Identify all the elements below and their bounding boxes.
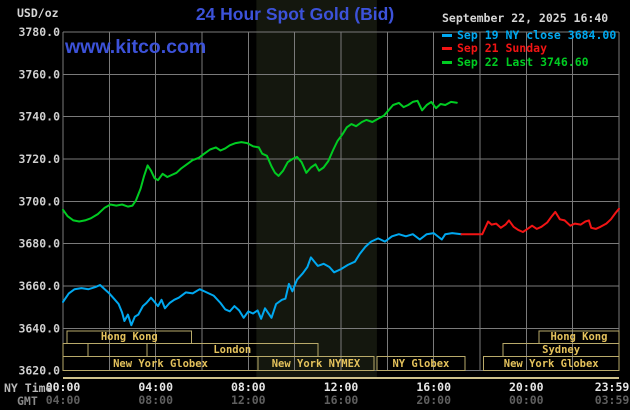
kitco-watermark: www.kitco.com (65, 36, 207, 58)
gmt-axis-label: GMT (17, 394, 38, 408)
legend-item: Sep 21 Sunday (442, 41, 616, 56)
x-tick-gmt: 16:00 (324, 393, 359, 407)
session-label: New York Globex (113, 358, 209, 370)
chart-title: 24 Hour Spot Gold (Bid) (195, 4, 395, 24)
x-tick-ny: 00:00 (46, 380, 81, 394)
x-tick-gmt: 03:59 (595, 393, 630, 407)
legend-dash-icon (442, 47, 452, 51)
x-tick-ny: 20:00 (509, 380, 544, 394)
session-label: Hong Kong (101, 331, 158, 343)
series-sep-22-last (62, 99, 458, 223)
x-tick-ny: 16:00 (416, 380, 451, 394)
legend-item: Sep 22 Last 3746.60 (442, 54, 616, 70)
x-tick-gmt: 04:00 (46, 393, 81, 407)
series-sep-19-ny-close (62, 232, 463, 327)
x-tick-gmt: 12:00 (231, 393, 266, 407)
ny-time-axis-label: NY Time (4, 381, 53, 395)
legend-dash-icon (442, 60, 452, 64)
series-sep-21-sunday (460, 207, 620, 236)
y-tick-label: 3620.0 (18, 364, 60, 378)
info-block: September 22, 2025 16:40 Sep 19 NY close… (442, 11, 617, 70)
session-box (62, 343, 89, 357)
x-tick-gmt: 08:00 (138, 393, 173, 407)
y-tick-label: 3660.0 (18, 279, 60, 293)
session-label: New York NYMEX (272, 358, 361, 370)
y-tick-label: 3700.0 (18, 194, 60, 208)
session-label: New York Globex (504, 358, 600, 370)
session-box (87, 343, 148, 357)
x-tick-gmt: 20:00 (416, 393, 451, 407)
legend-label: Sep 19 NY close 3684.00 (457, 27, 617, 42)
y-tick-label: 3680.0 (18, 237, 60, 251)
y-tick-label: 3760.0 (18, 67, 60, 81)
legend-label: Sep 21 Sunday (457, 41, 548, 55)
legend-label: Sep 22 Last 3746.60 (457, 54, 589, 69)
x-tick-ny: 23:59 (595, 380, 630, 394)
session-label: NY Globex (392, 358, 450, 370)
legend-item: Sep 19 NY close 3684.00 (442, 27, 617, 43)
session-label: Hong Kong (551, 331, 608, 343)
x-tick-ny: 12:00 (324, 380, 359, 394)
x-tick-gmt: 00:00 (509, 393, 544, 407)
x-tick-ny: 04:00 (138, 380, 173, 394)
legend-dash-icon (442, 33, 452, 37)
x-tick-ny: 08:00 (231, 380, 266, 394)
session-box (483, 356, 620, 372)
session-box (257, 356, 375, 372)
nymex-session-band (256, 0, 377, 378)
datetime: September 22, 2025 16:40 (442, 11, 609, 25)
y-tick-label: 3640.0 (18, 321, 60, 335)
unit-label: USD/oz (17, 6, 59, 20)
session-label: London (213, 344, 251, 356)
y-tick-label: 3780.0 (18, 25, 60, 39)
session-label: Sydney (542, 344, 581, 356)
y-tick-label: 3720.0 (18, 152, 60, 166)
y-tick-label: 3740.0 (18, 110, 60, 124)
session-box (376, 356, 466, 372)
